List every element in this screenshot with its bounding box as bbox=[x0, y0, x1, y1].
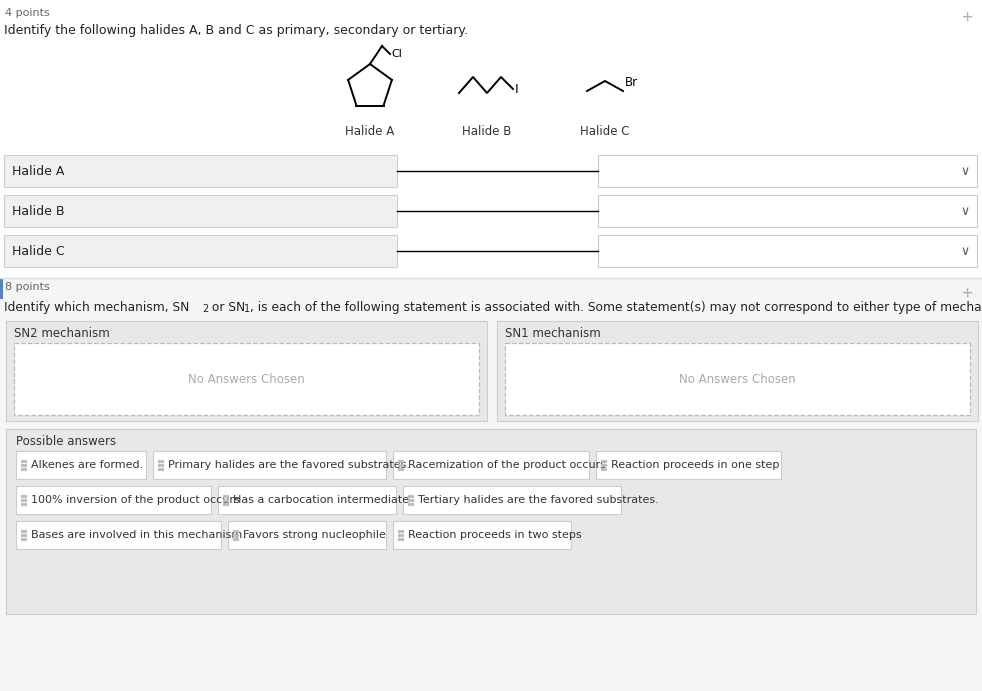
Text: Halide C: Halide C bbox=[12, 245, 65, 258]
Text: Halide C: Halide C bbox=[580, 125, 629, 138]
Bar bbox=[598, 235, 977, 267]
Text: Halide B: Halide B bbox=[463, 125, 512, 138]
Text: Favors strong nucleophile: Favors strong nucleophile bbox=[243, 530, 386, 540]
Text: Alkenes are formed.: Alkenes are formed. bbox=[31, 460, 143, 470]
Text: Has a carbocation intermediate: Has a carbocation intermediate bbox=[233, 495, 409, 505]
Text: SN2 mechanism: SN2 mechanism bbox=[14, 327, 110, 340]
Bar bbox=[598, 155, 977, 187]
Text: ∨: ∨ bbox=[960, 164, 969, 178]
Text: or SN: or SN bbox=[208, 301, 246, 314]
Bar bbox=[403, 486, 621, 514]
Text: ∨: ∨ bbox=[960, 205, 969, 218]
Text: Primary halides are the favored substrates.: Primary halides are the favored substrat… bbox=[168, 460, 410, 470]
Text: 8 points: 8 points bbox=[5, 282, 50, 292]
Bar bbox=[0, 279, 3, 299]
Bar bbox=[228, 521, 386, 549]
Bar bbox=[4, 195, 397, 227]
Text: Halide B: Halide B bbox=[12, 205, 65, 218]
Text: ✕: ✕ bbox=[959, 284, 976, 301]
Bar bbox=[153, 451, 386, 479]
Bar bbox=[4, 155, 397, 187]
Bar bbox=[393, 521, 571, 549]
Text: SN1 mechanism: SN1 mechanism bbox=[505, 327, 601, 340]
Text: Halide A: Halide A bbox=[12, 164, 65, 178]
Bar bbox=[6, 429, 976, 614]
Text: Cl: Cl bbox=[391, 49, 402, 59]
Bar bbox=[598, 195, 977, 227]
Text: Reaction proceeds in one step: Reaction proceeds in one step bbox=[611, 460, 780, 470]
Text: Identify which mechanism, SN: Identify which mechanism, SN bbox=[4, 301, 190, 314]
Bar bbox=[16, 486, 211, 514]
Text: Possible answers: Possible answers bbox=[16, 435, 116, 448]
Bar bbox=[393, 451, 589, 479]
Text: No Answers Chosen: No Answers Chosen bbox=[189, 372, 304, 386]
Bar bbox=[4, 235, 397, 267]
Bar bbox=[14, 343, 479, 415]
Text: Tertiary halides are the favored substrates.: Tertiary halides are the favored substra… bbox=[418, 495, 659, 505]
Bar bbox=[218, 486, 396, 514]
Text: 2: 2 bbox=[202, 304, 208, 314]
Text: ∨: ∨ bbox=[960, 245, 969, 258]
Bar bbox=[0, 279, 982, 691]
Text: 4 points: 4 points bbox=[5, 8, 50, 18]
Text: Identify the following halides A, B and C as primary, secondary or tertiary.: Identify the following halides A, B and … bbox=[4, 24, 468, 37]
Text: Reaction proceeds in two steps: Reaction proceeds in two steps bbox=[408, 530, 581, 540]
Bar bbox=[505, 343, 970, 415]
Text: 1: 1 bbox=[244, 304, 250, 314]
Text: Halide A: Halide A bbox=[346, 125, 395, 138]
Text: Br: Br bbox=[625, 76, 638, 89]
Text: , is each of the following statement is associated with. Some statement(s) may n: , is each of the following statement is … bbox=[250, 301, 982, 314]
Text: Bases are involved in this mechanism.: Bases are involved in this mechanism. bbox=[31, 530, 246, 540]
Text: I: I bbox=[515, 82, 518, 95]
Bar bbox=[6, 321, 487, 421]
Bar bbox=[497, 321, 978, 421]
Text: No Answers Chosen: No Answers Chosen bbox=[680, 372, 795, 386]
Bar bbox=[16, 451, 146, 479]
Text: Racemization of the product occurs: Racemization of the product occurs bbox=[408, 460, 606, 470]
Bar bbox=[16, 521, 221, 549]
Bar bbox=[596, 451, 781, 479]
Text: ✕: ✕ bbox=[959, 8, 976, 25]
Text: 100% inversion of the product occurs: 100% inversion of the product occurs bbox=[31, 495, 240, 505]
